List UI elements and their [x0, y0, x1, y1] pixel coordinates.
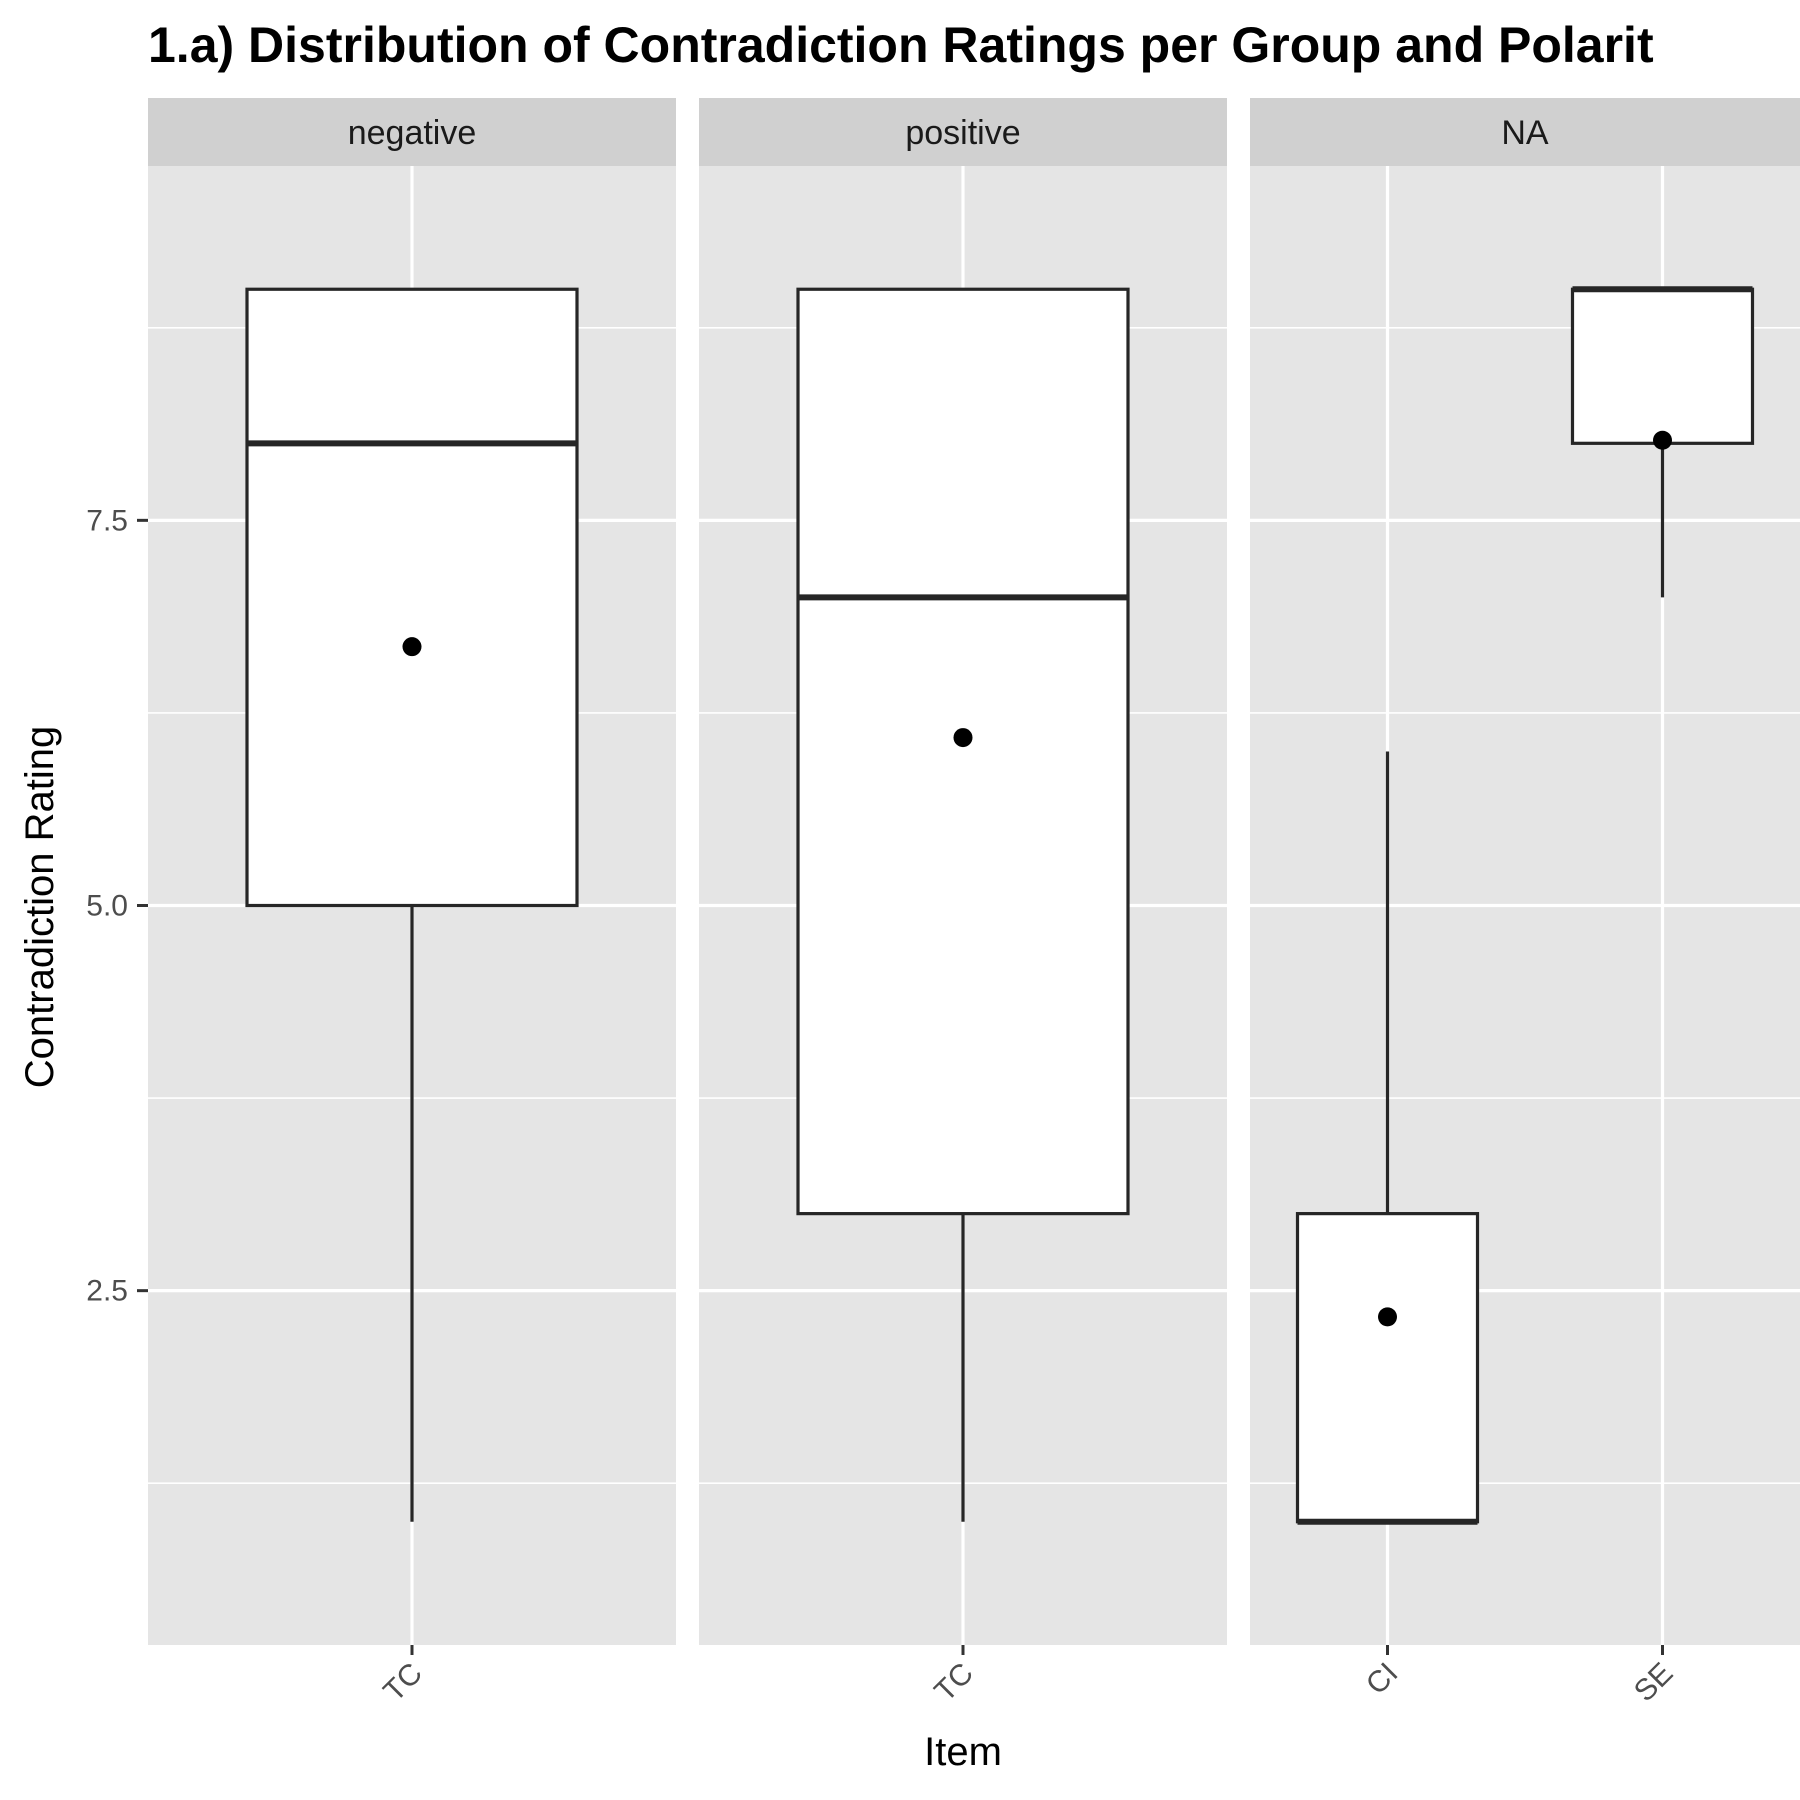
- iqr-box: [245, 287, 579, 908]
- y-axis: 2.5 5.0 7.5: [86, 504, 148, 1308]
- mean-point: [1378, 1307, 1397, 1327]
- x-tick-label: TC: [928, 1657, 980, 1709]
- y-tick-label: 5.0: [86, 890, 128, 923]
- y-tick-label: 2.5: [86, 1275, 128, 1308]
- x-tick-label: SE: [1628, 1657, 1680, 1709]
- facet-strip-label: NA: [1501, 114, 1549, 152]
- facet-strip: [1250, 98, 1800, 166]
- mean-point: [1653, 430, 1672, 450]
- facet-positive: positive TC: [699, 98, 1227, 1708]
- facet-panels: negative TC positive TC NA CI SE: [148, 98, 1800, 1708]
- boxplot-tc: [796, 287, 1130, 1522]
- facet-na: NA CI SE: [1250, 98, 1800, 1708]
- x-tick-label: TC: [377, 1657, 429, 1709]
- chart-title: 1.a) Distribution of Contradiction Ratin…: [148, 17, 1654, 73]
- facet-negative: negative TC: [148, 98, 676, 1708]
- y-tick-label: 7.5: [86, 504, 128, 537]
- facet-strip-label: negative: [348, 114, 477, 152]
- x-axis-title: Item: [924, 1730, 1002, 1774]
- facet-strip-label: positive: [905, 114, 1020, 152]
- facet-strip: [699, 98, 1227, 166]
- mean-point: [953, 728, 973, 748]
- boxplot-tc: [245, 287, 579, 1522]
- iqr-box: [796, 287, 1130, 1216]
- iqr-box: [1570, 287, 1755, 445]
- facet-strip: [148, 98, 676, 166]
- iqr-box: [1295, 1212, 1480, 1524]
- y-axis-title: Contradiction Rating: [18, 726, 62, 1088]
- boxplot-ci: [1295, 751, 1480, 1525]
- boxplot-se: [1570, 286, 1755, 598]
- x-tick-label: CI: [1360, 1657, 1405, 1702]
- mean-point: [402, 637, 422, 657]
